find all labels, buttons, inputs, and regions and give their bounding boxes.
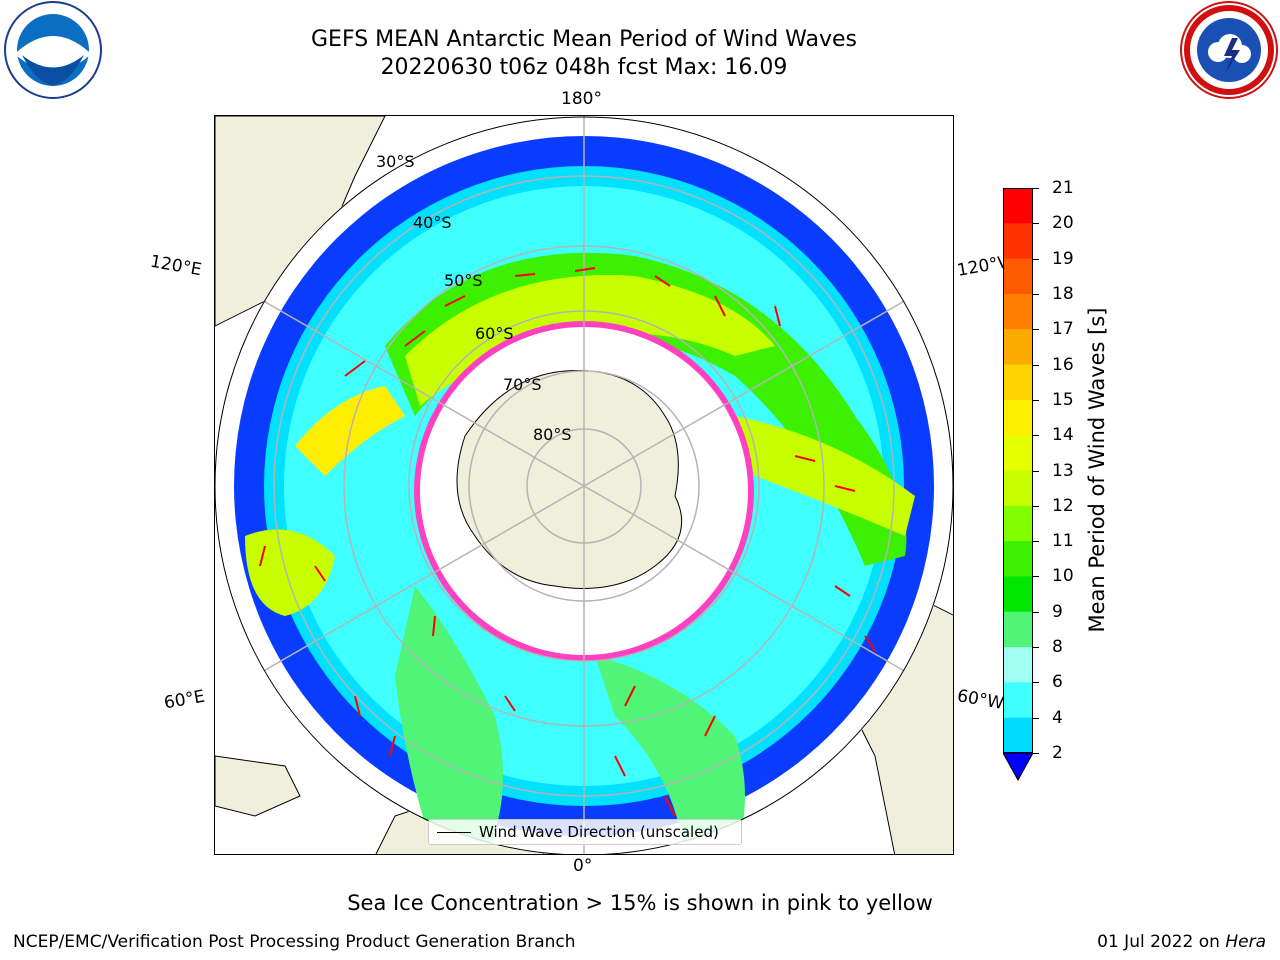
colorbar-tick-label: 10 [1052, 566, 1074, 587]
chart-title: GEFS MEAN Antarctic Mean Period of Wind … [214, 26, 954, 82]
colorbar-segment [1003, 541, 1033, 577]
colorbar-segment [1003, 576, 1033, 613]
colorbar-tickmark [1033, 682, 1039, 684]
colorbar-tickmark [1033, 435, 1039, 437]
colorbar-tickmark [1033, 505, 1039, 507]
colorbar-tick-label: 12 [1052, 495, 1074, 516]
colorbar-tickmark [1033, 329, 1039, 331]
colorbar-tick-label: 18 [1052, 283, 1074, 304]
colorbar-tickmark [1033, 258, 1039, 260]
colorbar-segment [1003, 682, 1033, 719]
colorbar-segment [1003, 188, 1033, 224]
lat-label-50s: 50°S [444, 271, 483, 290]
colorbar-tick-label: 2 [1052, 743, 1063, 763]
colorbar-tickmark [1033, 399, 1039, 401]
colorbar-tickmark [1033, 647, 1039, 649]
colorbar-tick-label: 21 [1052, 178, 1074, 198]
lon-label-60e: 60°E [162, 686, 207, 714]
colorbar-tick-label: 9 [1052, 601, 1063, 622]
colorbar-tick-label: 8 [1052, 637, 1063, 658]
lon-label-180: 180° [561, 89, 602, 109]
lon-label-0: 0° [573, 856, 593, 876]
colorbar-tick-label: 19 [1052, 248, 1074, 269]
colorbar-tick-label: 14 [1052, 425, 1074, 446]
colorbar-segment [1003, 399, 1033, 436]
map-legend: Wind Wave Direction (unscaled) [428, 819, 742, 845]
nws-logo [1178, 0, 1280, 104]
lon-label-60w: 60°W [955, 686, 1006, 714]
colorbar-tickmark [1033, 223, 1039, 225]
colorbar-segment [1003, 258, 1033, 295]
colorbar-segment [1003, 293, 1033, 330]
lon-label-120e: 120°E [148, 251, 204, 281]
colorbar-tickmark [1033, 611, 1039, 613]
footer-host: Hera [1225, 932, 1266, 952]
colorbar-segment [1003, 435, 1033, 471]
colorbar-tick-label: 11 [1052, 531, 1074, 552]
colorbar-segment [1003, 329, 1033, 366]
colorbar-segment [1003, 647, 1033, 683]
colorbar-tick-label: 17 [1052, 319, 1074, 340]
colorbar-tickmark [1033, 188, 1039, 189]
legend-label: Wind Wave Direction (unscaled) [479, 823, 719, 841]
colorbar-tickmark [1033, 470, 1039, 472]
colorbar-tick-label: 13 [1052, 460, 1074, 481]
lat-label-40s: 40°S [413, 213, 452, 232]
colorbar-tick-label: 6 [1052, 672, 1063, 693]
footer-date: 01 Jul 2022 on Hera [1097, 932, 1266, 952]
colorbar-tickmark [1033, 364, 1039, 366]
noaa-logo [0, 0, 106, 106]
colorbar-tickmark [1033, 293, 1039, 295]
title-line-1: GEFS MEAN Antarctic Mean Period of Wind … [311, 27, 857, 52]
lat-label-80s: 80°S [533, 425, 572, 444]
lat-label-30s: 30°S [376, 152, 415, 171]
colorbar-segment [1003, 505, 1033, 542]
colorbar-tick-label: 15 [1052, 389, 1074, 410]
colorbar-extend-arrow [1003, 753, 1033, 781]
footer-branch: NCEP/EMC/Verification Post Processing Pr… [13, 932, 576, 952]
colorbar [1003, 188, 1033, 753]
colorbar-tickmark [1033, 753, 1039, 754]
colorbar-tick-label: 4 [1052, 707, 1063, 728]
colorbar-tick-label: 16 [1052, 354, 1074, 375]
colorbar-segment [1003, 470, 1033, 507]
lat-label-70s: 70°S [503, 375, 542, 394]
colorbar-label: Mean Period of Wind Waves [s] [1085, 307, 1109, 633]
colorbar-segment [1003, 223, 1033, 260]
footer-date-text: 01 Jul 2022 on [1097, 932, 1226, 952]
legend-line-swatch [437, 831, 471, 833]
colorbar-segment [1003, 364, 1033, 401]
title-line-2: 20220630 t06z 048h fcst Max: 16.09 [380, 55, 788, 80]
polar-map [214, 115, 954, 855]
colorbar-tickmark [1033, 717, 1039, 719]
colorbar-tickmark [1033, 576, 1039, 578]
colorbar-tick-label: 20 [1052, 213, 1074, 234]
colorbar-tickmark [1033, 541, 1039, 543]
colorbar-segment [1003, 717, 1033, 753]
colorbar-segment [1003, 611, 1033, 648]
lat-label-60s: 60°S [475, 324, 514, 343]
sea-ice-note: Sea Ice Concentration > 15% is shown in … [347, 891, 933, 915]
